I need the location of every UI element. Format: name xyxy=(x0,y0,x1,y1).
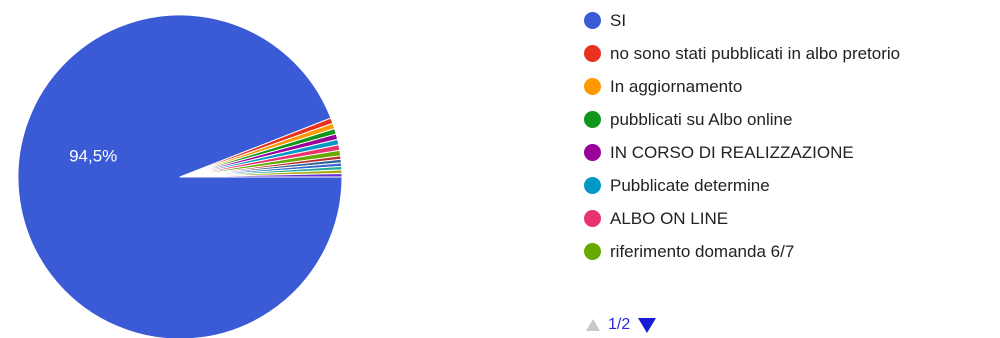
legend-item-6[interactable]: ALBO ON LINE xyxy=(584,209,900,228)
triangle-down-icon[interactable] xyxy=(638,317,657,333)
legend-item-5[interactable]: Pubblicate determine xyxy=(584,176,900,195)
legend-label: IN CORSO DI REALIZZAZIONE xyxy=(610,142,854,162)
legend-swatch-icon xyxy=(584,45,601,62)
legend-label: Pubblicate determine xyxy=(610,175,770,195)
legend-item-4[interactable]: IN CORSO DI REALIZZAZIONE xyxy=(584,143,900,162)
legend-swatch-icon xyxy=(584,78,601,95)
legend-swatch-icon xyxy=(584,210,601,227)
pie-slice-13[interactable] xyxy=(179,172,343,178)
chart-legend: SI no sono stati pubblicati in albo preto… xyxy=(584,11,900,275)
legend-pager: 1/2 xyxy=(586,316,657,334)
legend-label: ALBO ON LINE xyxy=(610,208,729,228)
legend-swatch-icon xyxy=(584,243,601,260)
legend-item-1[interactable]: no sono stati pubblicati in albo pretori… xyxy=(584,44,900,63)
legend-label: pubblicati su Albo online xyxy=(610,109,793,129)
legend-label: In aggiornamento xyxy=(610,76,743,96)
legend-swatch-icon xyxy=(584,111,601,128)
legend-label: SI xyxy=(610,10,627,30)
legend-item-0[interactable]: SI xyxy=(584,11,900,30)
legend-item-2[interactable]: In aggiornamento xyxy=(584,77,900,96)
pie-chart: 94,5% xyxy=(17,14,343,338)
legend-label: riferimento domanda 6/7 xyxy=(610,241,795,261)
legend-swatch-icon xyxy=(584,177,601,194)
triangle-up-icon xyxy=(586,319,600,331)
legend-item-7[interactable]: riferimento domanda 6/7 xyxy=(584,242,900,261)
legend-swatch-icon xyxy=(584,144,601,161)
legend-swatch-icon xyxy=(584,12,601,29)
pie-data-label-0: 94,5% xyxy=(69,146,117,165)
legend-item-3[interactable]: pubblicati su Albo online xyxy=(584,110,900,129)
legend-page-label: 1/2 xyxy=(608,316,631,333)
pie-chart-svg: 94,5% xyxy=(17,14,343,338)
legend-label: no sono stati pubblicati in albo pretori… xyxy=(610,43,901,63)
